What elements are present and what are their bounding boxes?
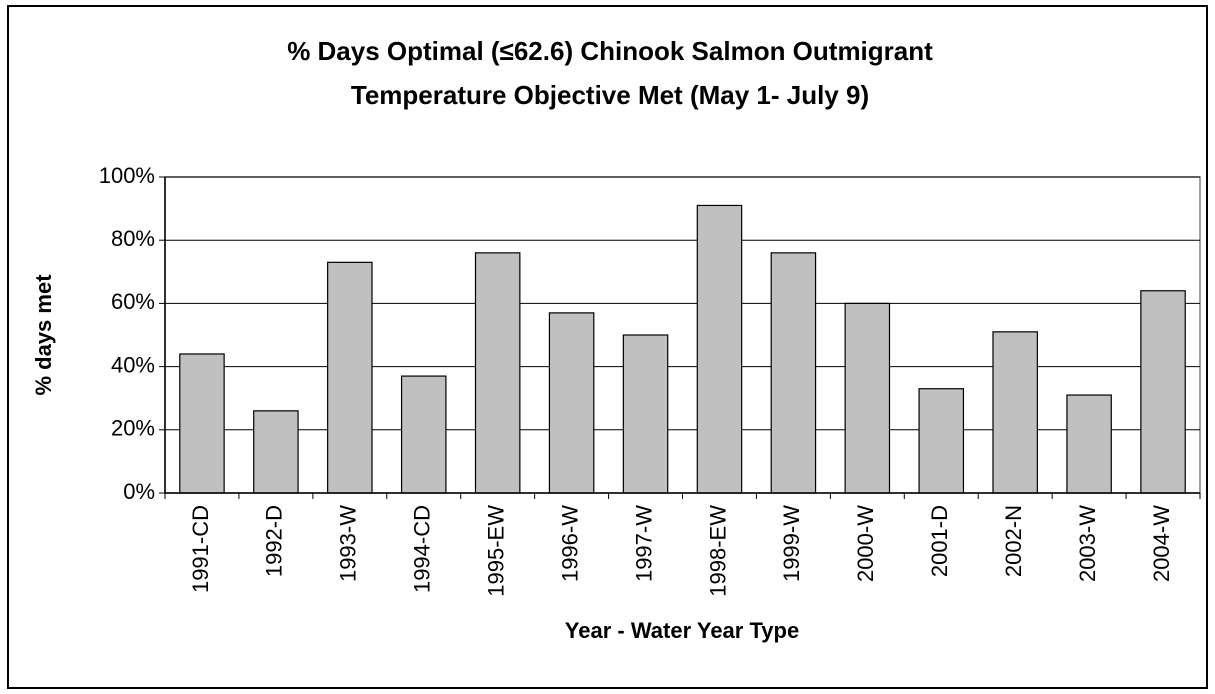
y-tick-label: 20% xyxy=(111,416,155,441)
bar xyxy=(844,302,891,494)
bar xyxy=(327,261,373,494)
bar xyxy=(992,331,1038,494)
x-tick-label: 1995-EW xyxy=(483,505,508,597)
bar xyxy=(474,252,521,494)
y-tick-label: 0% xyxy=(123,479,155,504)
y-tick-label: 40% xyxy=(111,352,155,377)
bar xyxy=(918,388,965,494)
bar xyxy=(622,334,669,494)
plot-area xyxy=(164,176,1201,494)
chart-title: % Days Optimal (≤62.6) Chinook Salmon Ou… xyxy=(287,36,933,66)
bar xyxy=(179,353,225,494)
y-tick-label: 60% xyxy=(111,289,155,314)
x-axis-title: Year - Water Year Type xyxy=(565,618,799,643)
y-tick-label: 80% xyxy=(111,226,155,251)
bar xyxy=(696,204,743,494)
x-tick-label: 1994-CD xyxy=(410,505,435,593)
x-tick-label: 1993-W xyxy=(336,505,361,582)
x-tick-label: 1991-CD xyxy=(188,505,213,593)
x-tick-label: 2004-W xyxy=(1149,505,1174,582)
chart-title: Temperature Objective Met (May 1- July 9… xyxy=(351,80,869,110)
bar xyxy=(253,410,299,494)
x-tick-label: 2001-D xyxy=(927,505,952,577)
x-tick-label: 2002-N xyxy=(1001,505,1026,577)
x-tick-label: 1997-W xyxy=(631,505,656,582)
x-tick-label: 1992-D xyxy=(262,505,287,577)
x-tick-label: 2000-W xyxy=(853,505,878,582)
x-tick-label: 1999-W xyxy=(779,505,804,582)
bar xyxy=(1140,290,1186,494)
y-tick-label: 100% xyxy=(99,163,155,188)
bar xyxy=(400,375,447,494)
y-axis-title: % days met xyxy=(31,274,56,396)
x-tick-label: 2003-W xyxy=(1075,505,1100,582)
x-tick-label: 1998-EW xyxy=(705,505,730,597)
bar xyxy=(770,252,817,494)
x-tick-label: 1996-W xyxy=(557,505,582,582)
bar xyxy=(548,312,595,494)
bar xyxy=(1066,394,1112,494)
